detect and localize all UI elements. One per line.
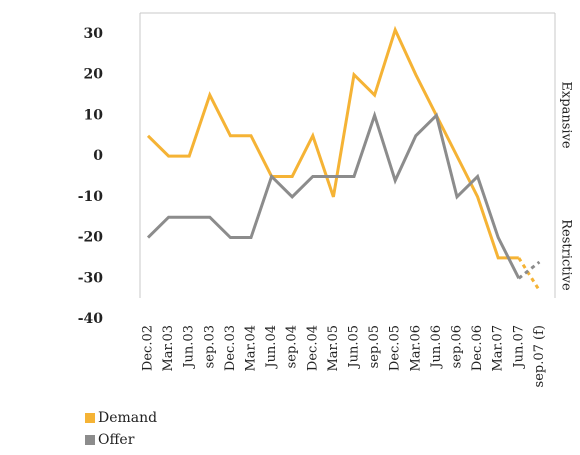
forecast-line [517, 260, 541, 280]
legend-swatch [85, 413, 95, 423]
x-tick-label: Dec.02 [141, 325, 156, 371]
y-tick-label: 0 [93, 148, 103, 164]
y-tick-label: 30 [84, 26, 104, 42]
x-tick-label: Jun.06 [429, 325, 444, 370]
x-tick-label: Mar.07 [491, 325, 506, 372]
x-tick-label: Mar.05 [326, 325, 341, 372]
y-tick-label: 20 [84, 67, 104, 83]
side-label: Expansive [559, 81, 574, 148]
x-tick-label: Dec.04 [305, 325, 320, 371]
x-tick-label: Mar.03 [161, 325, 176, 372]
x-tick-label: sep.07 (f) [532, 325, 547, 387]
x-tick-label: Dec.03 [223, 325, 238, 371]
x-tick-label: Dec.06 [470, 325, 485, 371]
x-tick-label: sep.05 [367, 325, 382, 368]
y-tick-label: -20 [78, 230, 104, 246]
y-tick-label: -10 [78, 189, 104, 205]
legend-swatch [85, 435, 95, 445]
x-tick-label: sep.04 [285, 325, 300, 368]
x-tick-label: sep.03 [202, 325, 217, 368]
x-tick-label: Jun.07 [511, 325, 526, 370]
x-tick-label: Jun.04 [264, 325, 279, 370]
x-tick-label: Dec.05 [388, 325, 403, 371]
x-tick-label: Mar.06 [408, 325, 423, 372]
y-tick-label: 10 [84, 107, 104, 123]
x-tick-label: sep.06 [450, 325, 465, 368]
forecast-line [517, 257, 541, 292]
side-label: Restrictive [559, 219, 574, 291]
x-tick-label: Jun.03 [182, 325, 197, 370]
series-line [146, 25, 519, 260]
x-tick-label: Mar.04 [244, 325, 259, 372]
series-line [146, 110, 521, 279]
y-tick-label: -40 [78, 311, 104, 327]
legend-label: Offer [98, 432, 135, 448]
y-tick-label: -30 [78, 270, 104, 286]
x-tick-label: Jun.05 [347, 325, 362, 370]
legend-label: Demand [98, 410, 157, 426]
